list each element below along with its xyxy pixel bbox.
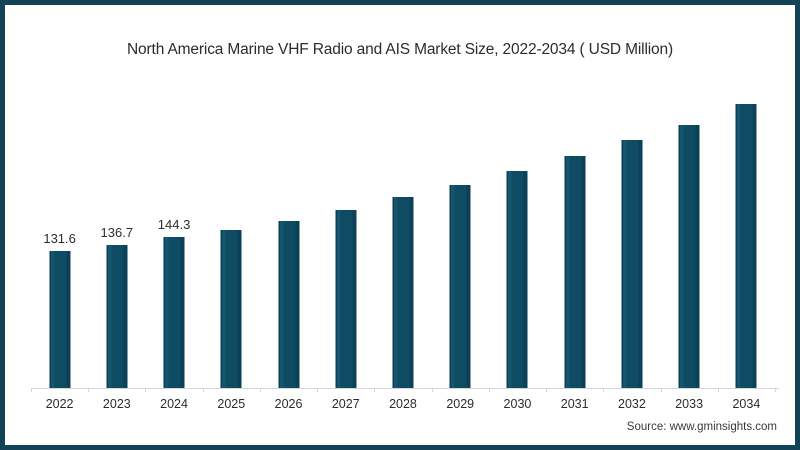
bar-slot: 136.7 xyxy=(88,85,145,388)
chart-bar[interactable] xyxy=(621,140,643,388)
chart-bar[interactable]: 136.7 xyxy=(101,225,133,388)
bar-value-label: 131.6 xyxy=(43,230,76,246)
frame-border-right xyxy=(795,0,800,450)
chart-title: North America Marine VHF Radio and AIS M… xyxy=(127,41,673,58)
x-axis-tick-label: 2030 xyxy=(503,397,532,411)
x-axis-tick xyxy=(259,388,261,392)
x-axis-tick-label: 2027 xyxy=(331,397,360,411)
bar-slot xyxy=(661,85,718,388)
x-axis-tick-label: 2023 xyxy=(102,397,131,411)
x-axis-tick xyxy=(660,388,662,392)
chart-bar-fill xyxy=(678,124,700,388)
x-axis-tick xyxy=(145,388,147,392)
x-axis-tick xyxy=(317,388,319,392)
x-axis-tick-label: 2025 xyxy=(217,397,246,411)
x-axis-tick xyxy=(775,388,776,392)
x-axis-tick-label: 2022 xyxy=(45,397,74,411)
bar-slot xyxy=(317,85,374,388)
bar-slot xyxy=(546,85,603,388)
x-axis-tick-label: 2032 xyxy=(618,397,646,411)
chart-bar[interactable] xyxy=(735,103,757,388)
x-axis-tick-label: 2033 xyxy=(675,397,704,411)
x-axis-tick xyxy=(31,388,32,392)
chart-bar[interactable]: 131.6 xyxy=(43,231,76,388)
source-note: Source: www.gminsights.com xyxy=(626,421,777,433)
chart-bar-fill xyxy=(106,245,128,388)
x-axis-tick xyxy=(488,388,490,392)
frame-border-bottom xyxy=(0,445,800,450)
chart-bar[interactable] xyxy=(506,170,528,388)
chart-bar-fill xyxy=(278,220,300,388)
chart-bar[interactable] xyxy=(392,196,414,388)
x-axis-tick xyxy=(374,388,376,392)
x-axis-tick-label: 2031 xyxy=(560,397,589,411)
bar-value-label: 144.3 xyxy=(157,217,191,233)
x-axis-tick xyxy=(546,388,548,392)
chart-bar-fill xyxy=(735,103,757,388)
chart-bar[interactable] xyxy=(335,210,357,388)
chart-bar-fill xyxy=(621,140,643,388)
bar-slot: 131.6 xyxy=(31,85,88,388)
chart-bar[interactable] xyxy=(449,185,471,388)
x-axis-tick-label: 2029 xyxy=(446,397,475,411)
chart-bar-fill xyxy=(564,156,586,388)
bar-slot: 144.3 xyxy=(145,85,202,388)
x-axis-tick-label: 2026 xyxy=(274,397,303,411)
chart-bar-fill xyxy=(220,230,242,388)
chart-bar-fill xyxy=(449,185,471,388)
bar-slot xyxy=(374,85,431,388)
x-axis-line xyxy=(31,388,779,389)
x-axis-tick xyxy=(88,388,90,392)
chart-bar[interactable] xyxy=(278,220,300,388)
x-axis-tick-label: 2024 xyxy=(160,397,188,411)
chart-bar[interactable] xyxy=(220,230,242,388)
x-axis-tick xyxy=(603,388,605,392)
chart-bar[interactable] xyxy=(564,156,586,388)
x-axis-tick-label: 2034 xyxy=(732,397,761,411)
chart-bars-container: 131.6 136.7 144.3 xyxy=(31,85,775,388)
chart-bar-fill xyxy=(335,210,357,388)
bar-slot xyxy=(603,85,660,388)
chart-bar-fill xyxy=(392,196,414,388)
chart-bar-fill xyxy=(49,250,71,388)
x-axis-labels: 2022 2023 2024 2025 2026 2027 2028 2029 2030 2031… xyxy=(31,397,775,419)
x-axis-tick-label: 2028 xyxy=(389,397,417,411)
bar-slot xyxy=(489,85,546,388)
chart-bar[interactable]: 144.3 xyxy=(158,217,190,388)
bar-value-label: 136.7 xyxy=(100,225,134,241)
x-axis-tick xyxy=(717,388,719,392)
bar-slot xyxy=(260,85,317,388)
chart-bar[interactable] xyxy=(678,124,700,388)
bar-slot xyxy=(203,85,260,388)
chart-bar-fill xyxy=(163,237,185,388)
bar-slot xyxy=(718,85,775,388)
bar-slot xyxy=(432,85,489,388)
chart-bar-fill xyxy=(506,170,528,388)
x-axis-tick xyxy=(431,388,433,392)
x-axis-tick xyxy=(202,388,204,392)
